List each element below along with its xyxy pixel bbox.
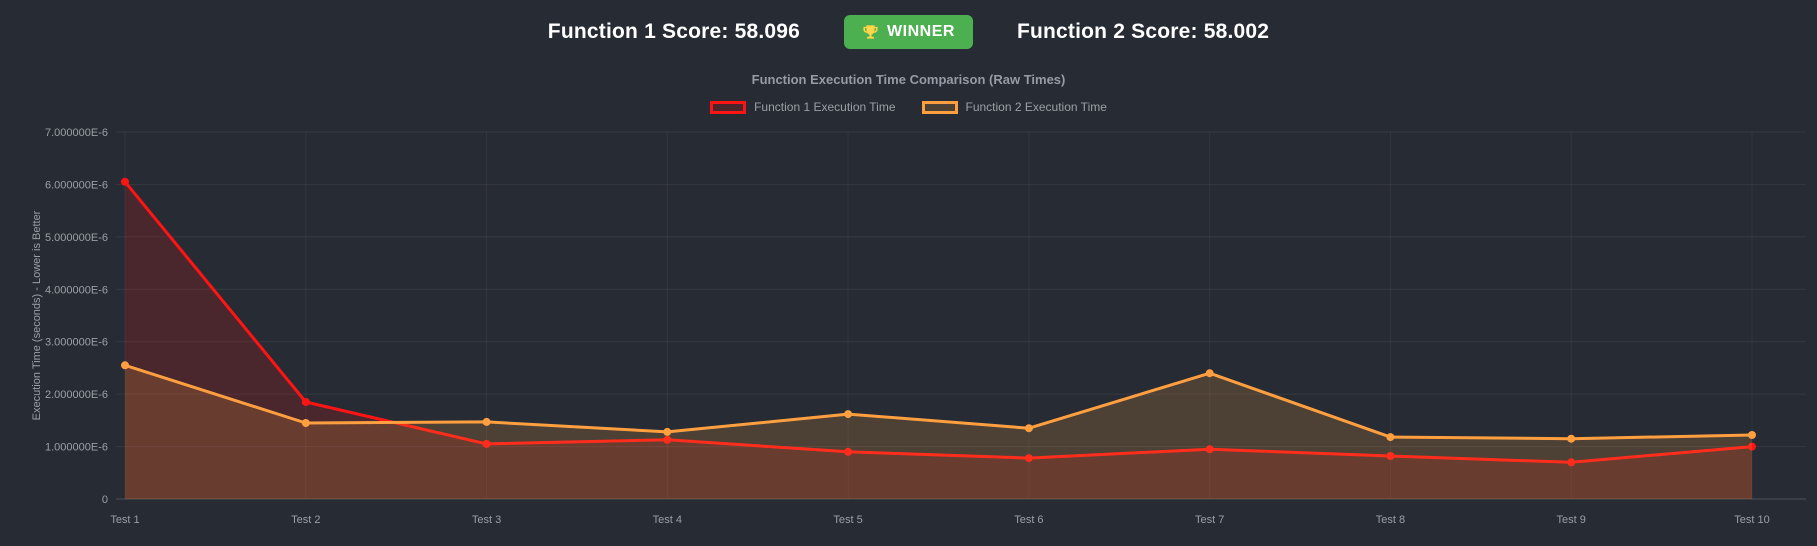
series-area-1 [125,181,1752,500]
data-point-series2-test-1[interactable] [121,361,129,370]
x-tick-label: Test 10 [1734,514,1769,526]
data-point-series1-test-8[interactable] [1386,452,1395,460]
x-tick-label: Test 8 [1376,514,1405,526]
chart-legend: Function 1 Execution Time Function 2 Exe… [0,99,1817,115]
data-point-series1-test-6[interactable] [1024,454,1033,463]
y-tick-label: 4.000000E-6 [45,284,108,296]
data-point-series1-test-1[interactable] [121,177,129,186]
data-point-series2-test-5[interactable] [844,410,853,419]
y-tick-label: 5.000000E-6 [45,232,108,244]
trophy-icon [863,24,878,39]
chart-title: Function Execution Time Comparison (Raw … [751,72,1066,87]
y-tick-label: 6.000000E-6 [45,179,108,191]
function2-score-value: 58.002 [1203,20,1270,43]
function1-score-label: Function 1 Score: [547,20,729,43]
series-line-2 [123,363,1754,441]
x-tick-label: Test 5 [833,514,862,526]
x-tick-label: Test 3 [472,514,501,526]
legend-swatch-function2 [921,100,958,114]
x-tick-label: Test 1 [110,514,139,526]
winner-badge: WINNER [844,15,973,49]
legend-label-function1: Function 1 Execution Time [754,100,896,114]
data-point-series1-test-7[interactable] [1205,445,1214,454]
data-point-series2-test-6[interactable] [1024,424,1033,433]
winner-label: WINNER [887,23,955,40]
data-point-series2-test-3[interactable] [482,417,491,426]
data-point-series2-test-2[interactable] [301,419,310,427]
legend-item-function1[interactable]: Function 1 Execution Time [710,100,896,114]
data-point-series2-test-8[interactable] [1386,433,1395,442]
data-point-series2-test-7[interactable] [1205,369,1214,378]
x-tick-label: Test 4 [653,514,682,526]
y-tick-label: 1.000000E-6 [45,442,108,454]
data-point-series2-test-10[interactable] [1748,431,1756,439]
x-tick-label: Test 6 [1014,514,1043,526]
data-point-series1-test-3[interactable] [482,439,491,448]
score-header: Function 1 Score: 58.096 WINNER Function… [0,0,1817,52]
series-area-2 [125,365,1752,499]
function1-score: Function 1 Score: 58.096 [548,20,800,44]
x-tick-label: Test 9 [1557,514,1586,526]
y-tick-label: 7.000000E-6 [45,127,108,139]
legend-label-function2: Function 2 Execution Time [965,100,1107,114]
legend-swatch-function1 [710,100,747,114]
legend-item-function2[interactable]: Function 2 Execution Time [921,100,1107,114]
data-point-series1-test-4[interactable] [663,435,672,444]
y-tick-label: 2.000000E-6 [45,389,108,401]
data-point-series1-test-10[interactable] [1748,442,1756,451]
data-point-series2-test-4[interactable] [663,427,672,436]
function2-score: Function 2 Score: 58.002 [1017,20,1269,44]
y-axis-title: Execution Time (seconds) - Lower is Bett… [31,210,43,420]
execution-time-line-chart: 0 1.000000E-6 2.000000E-6 3.000000E-6 4.0000… [31,127,1806,526]
y-tick-label: 0 [102,494,108,506]
y-tick-label: 3.000000E-6 [45,337,108,349]
data-point-series1-test-9[interactable] [1567,458,1576,467]
function1-score-value: 58.096 [734,20,801,43]
data-point-series2-test-9[interactable] [1567,434,1576,443]
data-point-series1-test-5[interactable] [844,447,853,456]
data-point-series1-test-2[interactable] [301,398,310,406]
function2-score-label: Function 2 Score: [1016,20,1198,43]
x-tick-label: Test 7 [1195,514,1224,526]
x-tick-label: Test 2 [291,514,320,526]
